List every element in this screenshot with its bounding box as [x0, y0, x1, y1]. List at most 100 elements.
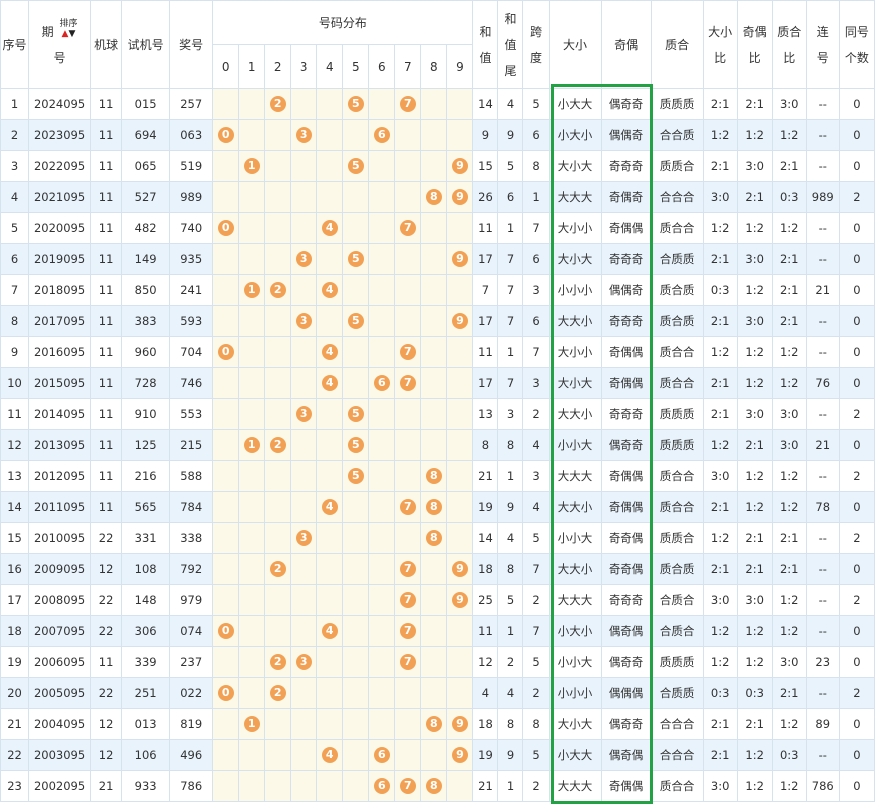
same-count-cell: 0: [838, 553, 875, 585]
sum-tail-cell: 7: [497, 305, 524, 337]
header-digit: 4: [316, 44, 344, 89]
digit-cell: [394, 739, 422, 771]
digit-ball: 6: [373, 127, 390, 143]
period-cell: 2002095: [28, 770, 92, 802]
digit-cell: 7: [394, 491, 422, 523]
bs-ratio-cell: 2:1: [702, 305, 738, 337]
prime-composite-cell: 质质质: [650, 88, 704, 120]
digit-ball: 9: [451, 592, 468, 608]
digit-cell: [420, 739, 448, 771]
odd-even-cell: 奇偶偶: [600, 460, 652, 492]
seq-cell: 11: [0, 398, 30, 430]
bs-ratio-cell: 1:2: [702, 615, 738, 647]
sort-label[interactable]: 排序: [59, 18, 78, 29]
bs-ratio-cell: 0:3: [702, 274, 738, 306]
header-machine: 机球: [90, 0, 123, 89]
digit-ball: 7: [399, 220, 416, 236]
same-count-cell: 0: [838, 150, 875, 182]
header-sum-tail-label-3: 尾: [504, 63, 517, 78]
digit-cell: 7: [394, 553, 422, 585]
sort-button[interactable]: 排序 ▲▼: [59, 19, 77, 39]
digit-ball: 3: [295, 406, 312, 422]
header-consecutive-label: 连: [816, 24, 829, 39]
test-number-cell: 339: [121, 646, 171, 678]
digit-cell: [316, 429, 344, 461]
pc-ratio-cell: 2:1: [771, 677, 807, 709]
header-span-label: 跨: [529, 24, 542, 39]
oe-ratio-cell: 2:1: [736, 88, 773, 120]
same-count-cell: 2: [838, 522, 875, 554]
sum-tail-cell: 9: [497, 739, 524, 771]
digit-cell: [264, 398, 292, 430]
table-body: 1 2024095 11 015 257 2 5 7 14 4 5 小大大 偶奇奇 质质质 2:1 2:1 3:…: [0, 88, 875, 802]
period-cell: 2022095: [28, 150, 92, 182]
odd-even-cell: 奇偶偶: [600, 491, 652, 523]
seq-cell: 19: [0, 646, 30, 678]
digit-cell: 5: [342, 243, 370, 275]
span-cell: 2: [522, 398, 550, 430]
digit-ball: 5: [347, 158, 364, 174]
digit-cell: [316, 708, 344, 740]
bs-ratio-cell: 3:0: [702, 584, 738, 616]
big-small-cell: 小大大: [548, 88, 602, 120]
digit-cell: [212, 243, 240, 275]
digit-cell: [420, 367, 448, 399]
big-small-cell: 大小大: [548, 708, 602, 740]
digit-cell: [342, 336, 370, 368]
consecutive-cell: 21: [805, 429, 840, 461]
digit-cell: 2: [264, 646, 292, 678]
same-count-cell: 0: [838, 367, 875, 399]
prime-composite-cell: 合合质: [650, 119, 704, 151]
test-number-cell: 306: [121, 615, 171, 647]
sort-up-icon[interactable]: ▲: [61, 28, 69, 39]
sum-cell: 9: [472, 119, 499, 151]
digit-cell: [212, 646, 240, 678]
bs-ratio-cell: 2:1: [702, 367, 738, 399]
digit-cell: [342, 367, 370, 399]
period-cell: 2012095: [28, 460, 92, 492]
period-cell: 2006095: [28, 646, 92, 678]
consecutive-cell: 78: [805, 491, 840, 523]
digit-cell: 3: [290, 522, 318, 554]
digit-cell: [368, 584, 396, 616]
digit-cell: [316, 150, 344, 182]
digit-cell: [420, 336, 448, 368]
digit-cell: [264, 584, 292, 616]
prize-number-cell: 989: [169, 181, 214, 213]
digit-cell: [316, 181, 344, 213]
sum-tail-cell: 3: [497, 398, 524, 430]
digit-cell: [238, 553, 266, 585]
table-row: 11 2014095 11 910 553 3 5 13 3 2 大大小 奇奇奇 质质质 2:1 3:0 3:…: [0, 398, 875, 430]
digit-cell: 3: [290, 119, 318, 151]
sort-down-icon[interactable]: ▼: [68, 28, 76, 39]
sum-cell: 25: [472, 584, 499, 616]
digit-cell: 5: [342, 460, 370, 492]
table-row: 5 2020095 11 482 740 0 4 7 11 1 7 大小小 奇偶偶 质合合 1:2 1:2 1:…: [0, 212, 875, 244]
sum-tail-cell: 8: [497, 429, 524, 461]
table-row: 2 2023095 11 694 063 0 3 6 9 9 6 小大小 偶偶奇 合合质 1:2 1:2 1:2…: [0, 119, 875, 151]
digit-cell: [394, 274, 422, 306]
big-small-cell: 大大小: [548, 553, 602, 585]
digit-cell: [238, 615, 266, 647]
sum-tail-cell: 1: [497, 615, 524, 647]
consecutive-cell: 76: [805, 367, 840, 399]
period-cell: 2005095: [28, 677, 92, 709]
odd-even-cell: 偶奇偶: [600, 615, 652, 647]
digit-cell: [420, 150, 448, 182]
pc-ratio-cell: 1:2: [771, 708, 807, 740]
header-span-label-2: 度: [529, 50, 542, 65]
span-cell: 3: [522, 274, 550, 306]
digit-cell: [316, 88, 344, 120]
test-number-cell: 015: [121, 88, 171, 120]
span-cell: 7: [522, 336, 550, 368]
seq-cell: 6: [0, 243, 30, 275]
prize-number-cell: 496: [169, 739, 214, 771]
digit-ball: 3: [295, 313, 312, 329]
header-sum-label: 和: [479, 24, 492, 39]
digit-cell: [290, 708, 318, 740]
period-cell: 2008095: [28, 584, 92, 616]
prize-number-cell: 792: [169, 553, 214, 585]
big-small-cell: 大小大: [548, 150, 602, 182]
bs-ratio-cell: 0:3: [702, 677, 738, 709]
